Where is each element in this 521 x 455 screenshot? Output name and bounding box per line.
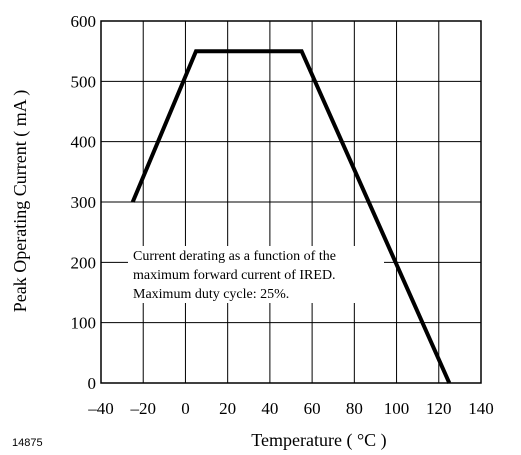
x-tick-label: 20	[219, 399, 236, 418]
annotation-line-3: Maximum duty cycle: 25%.	[133, 287, 289, 302]
y-tick-label: 400	[71, 133, 97, 152]
figure-id: 14875	[12, 437, 43, 449]
y-tick-label: 600	[71, 12, 97, 31]
series-line-0	[130, 49, 452, 384]
tick-labels: –40 –20 0 20 40 60 80 100 120 140 0 100 200 300 400 500…	[71, 12, 494, 418]
x-axis-label: Temperature ( °C )	[251, 430, 386, 451]
x-tick-label: 40	[261, 399, 278, 418]
x-tick-label: 80	[346, 399, 363, 418]
x-tick-label: 100	[384, 399, 410, 418]
y-tick-label: 200	[71, 253, 97, 272]
x-tick-label: 0	[181, 399, 190, 418]
annotation-line-2: maximum forward current of IRED.	[133, 268, 336, 283]
y-axis-label: Peak Operating Current ( mA )	[10, 90, 31, 312]
x-tick-label: 60	[304, 399, 321, 418]
x-tick-label: 140	[468, 399, 494, 418]
y-tick-label: 300	[71, 193, 97, 212]
series-layer	[130, 49, 452, 384]
annotation-line-1: Current derating as a function of the	[133, 249, 336, 264]
annotation-background	[128, 246, 384, 303]
plot-frame	[100, 20, 482, 384]
y-tick-label: 500	[71, 72, 97, 91]
x-tick-label: 120	[426, 399, 452, 418]
y-tick-label: 0	[88, 374, 97, 393]
x-tick-label: –40	[87, 399, 114, 418]
y-tick-label: 100	[71, 314, 97, 333]
x-tick-label: –20	[129, 399, 156, 418]
